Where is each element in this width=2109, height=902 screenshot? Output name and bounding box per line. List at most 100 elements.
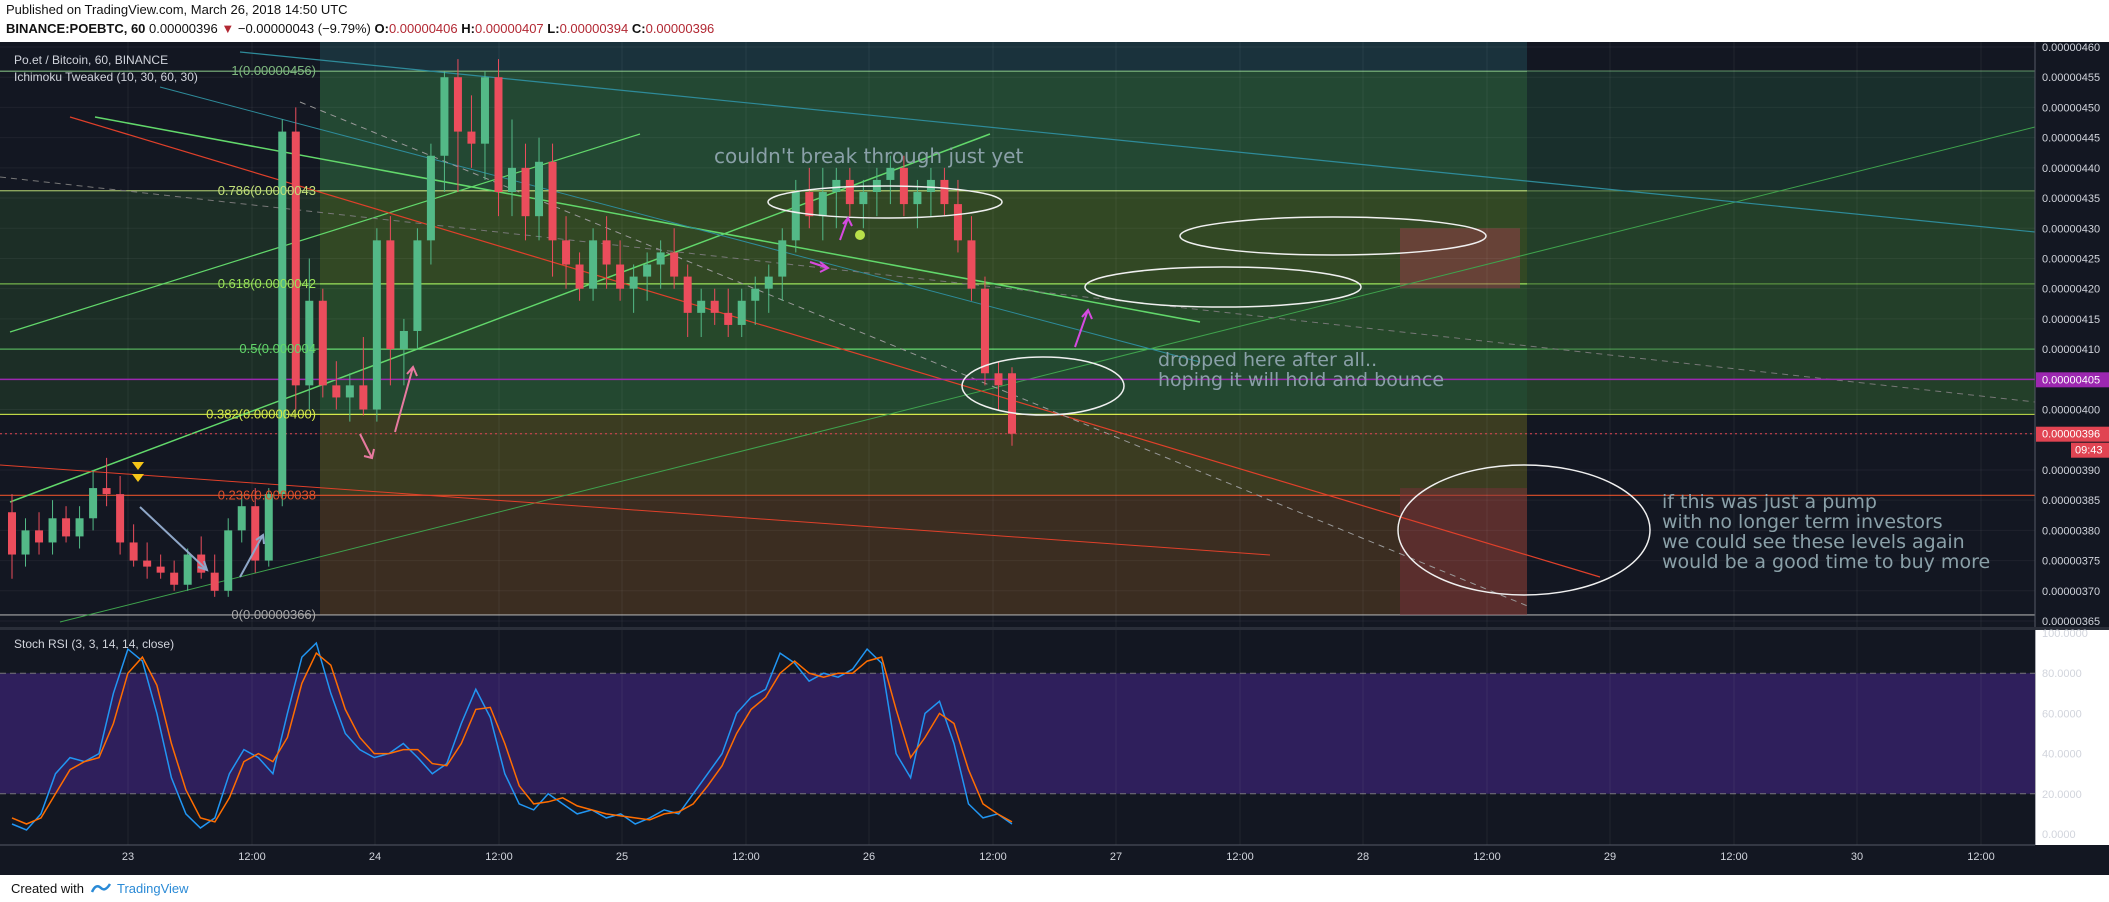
countdown-label: 09:43 [2075,445,2103,457]
candle-body [562,240,571,265]
arrow [394,365,418,433]
fib-zone [320,283,1527,350]
trendline-dashed [299,101,1531,608]
countdown-label-bg [2071,442,2109,458]
candle-body [521,167,530,217]
time-tick-label: 29 [1604,851,1616,863]
fib-level-label: 0.382(0.00000400) [206,406,316,421]
published-note: Published on TradingView.com, March 26, … [6,2,348,17]
candle-body [210,572,219,591]
candle-body [264,494,273,561]
candle-body [21,530,30,555]
tradingview-link[interactable]: TradingView [117,881,189,896]
low-label: L: [547,21,560,36]
candle-body [89,488,98,519]
annotation-dropped-text: dropped here after all.. [1158,349,1377,371]
price-tick-label: 0.00000420 [2042,284,2100,296]
price-tick-label: 0.00000380 [2042,525,2100,537]
candlestick-series [8,59,1016,597]
annotation-pump-text: with no longer term investors [1662,511,1943,533]
candle-body [62,518,71,537]
low-value: 0.00000394 [559,21,629,36]
candle-body [278,131,287,495]
open-value: 0.00000406 [388,21,458,36]
cloud-area [1400,228,1520,289]
candle-body [575,264,584,289]
time-tick-label: 26 [863,851,875,863]
fib-level-label: 1(0.00000456) [231,63,316,78]
fib-zone [320,495,1527,615]
down-arrow-icon: ▼ [221,21,235,36]
price-tick-label: 0.00000440 [2042,163,2100,175]
fib-zone [1527,190,2035,415]
candle-body [737,300,746,325]
candle-body [48,518,57,543]
candle-body [386,240,395,350]
candle-body [616,264,625,289]
candle-body [643,264,652,277]
price-tick-label: 0.00000375 [2042,556,2100,568]
candle-body [724,312,733,325]
candle-body [629,276,638,289]
trendline-dashed [0,176,2036,403]
price-tick-label: 0.00000450 [2042,102,2100,114]
rsi-d-line [11,651,1013,825]
symbol-label: BINANCE:POEBTC, 60 [6,21,146,36]
price-tick-label: 0.00000460 [2042,42,2100,54]
price-tick-label: 0.00000410 [2042,344,2100,356]
rsi-tick-labels: 100.0000 80.0000 60.0000 40.0000 20.0000 0.00… [2042,628,2088,841]
candle-body [670,252,679,277]
candle-body [183,554,192,585]
close-label: C: [631,21,646,36]
fib-zone [320,190,1527,284]
price-tick-label: 0.00000435 [2042,193,2100,205]
candle-body [832,179,841,193]
fib-retracement-zones [0,42,2035,616]
price-change: −0.00000043 (−9.79%) [237,21,371,36]
candle-body [75,518,84,537]
candle-body [332,385,341,398]
candle-body [994,373,1003,386]
candle-body [129,542,138,561]
candle-body [805,192,814,217]
candle-body [548,161,557,241]
annotation-arrows [132,216,1093,578]
price-axis[interactable] [2035,42,2109,627]
candle-body [886,167,895,180]
chart-canvas[interactable]: couldn't break through just yet dropped … [0,42,2109,882]
time-axis[interactable] [0,845,2109,875]
indicator-title: Ichimoku Tweaked (10, 30, 60, 30) [14,70,198,84]
time-tick-label: 12:00 [732,851,760,863]
time-tick-label: 12:00 [1720,851,1748,863]
annotation-ellipse [1397,464,1651,596]
candle-body [764,276,773,289]
price-tick-label: 0.00000445 [2042,133,2100,145]
marker-triangle [132,474,144,482]
price-tick-labels: 0.00000460 0.00000455 0.00000450 0.00000445… [2042,42,2100,628]
candle-body [859,192,868,205]
price-tick-label: 0.00000390 [2042,465,2100,477]
rsi-tick-label: 80.0000 [2042,668,2082,680]
created-with-label: Created with [11,881,84,896]
candle-body [818,192,827,217]
arrow [1074,308,1093,348]
candle-body [480,77,489,144]
annotation-pump-text: we could see these levels again [1662,531,1965,553]
current-price-label-bg [2036,426,2109,442]
marker-triangle [132,462,144,470]
candle-body [372,240,381,410]
time-tick-label: 23 [122,851,134,863]
annotation-pump-text: would be a good time to buy more [1662,551,1990,573]
candle-body [318,300,327,386]
fib-level-labels: 1(0.00000456) 0.786(0.0000043 0.618(0.0000… [206,63,316,622]
pane-separator[interactable] [0,627,2109,630]
candle-body [359,385,368,410]
fib-zone [320,414,1527,496]
arrow [809,261,830,273]
close-value: 0.00000396 [645,21,715,36]
candle-body [751,288,760,301]
price-tick-label: 0.00000365 [2042,616,2100,628]
annotation-ellipse [1179,216,1487,256]
marker-dot [855,230,865,240]
annotation-ellipse [1084,266,1362,308]
